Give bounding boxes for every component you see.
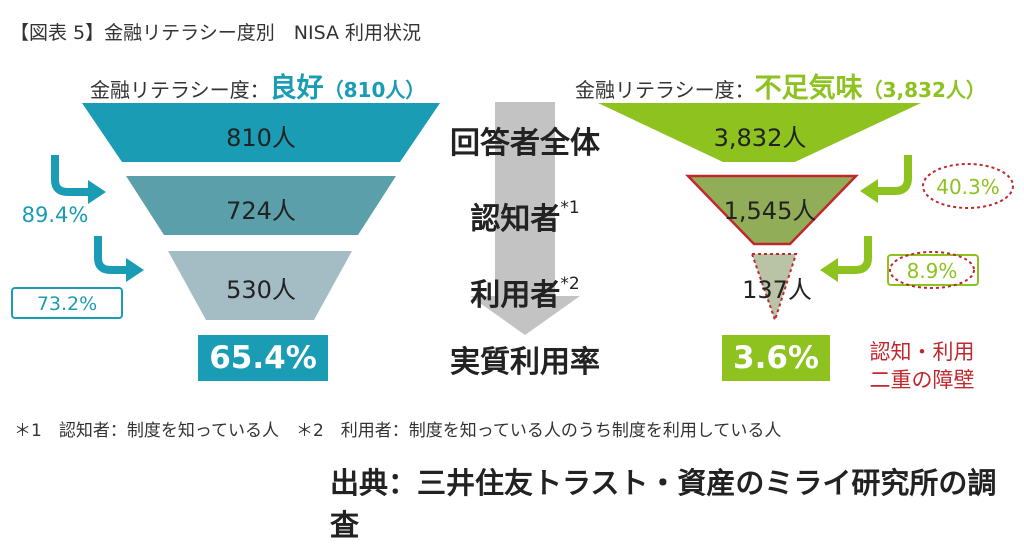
figure-title: 【図表 5】金融リテラシー度別 NISA 利用状況 (10, 22, 422, 44)
right-level-2: 1,545人 (724, 197, 817, 225)
left-level-2: 724人 (226, 197, 296, 225)
center-label-actual-rate: 実質利用率 (450, 345, 600, 380)
right-funnel-tier-1 (598, 103, 921, 162)
center-label-aware-note: *1 (560, 198, 580, 218)
barrier-line-2: 二重の障壁 (869, 368, 975, 392)
right-arrow-2 (834, 236, 872, 274)
left-level-3: 530人 (226, 276, 296, 304)
right-pct2: 8.9% (907, 259, 958, 283)
right-pct2-ellipse (889, 251, 975, 289)
right-arrow-1 (874, 155, 912, 195)
right-actual-rate: 3.6% (722, 335, 830, 381)
source-credit: 出典：三井住友トラスト・資産のミライ研究所の調査 (330, 466, 997, 542)
center-label-aware-text: 認知者 (470, 202, 561, 237)
left-level-1: 810人 (226, 124, 296, 152)
center-label-respondents: 回答者全体 (450, 126, 600, 161)
left-arrow-2-head (126, 258, 144, 282)
left-funnel-tier-2 (126, 176, 396, 235)
left-header: 金融リテラシー度：良好（810人） (90, 66, 425, 105)
left-arrow-1-head (88, 180, 106, 204)
center-label-users: 利用者*2 (430, 270, 620, 314)
left-funnel-tier-3 (168, 251, 352, 320)
center-label-users-text: 利用者 (470, 278, 561, 313)
center-label-users-note: *2 (560, 274, 580, 294)
left-pct2: 73.2% (37, 293, 97, 315)
barrier-note: 認知・利用 二重の障壁 (852, 338, 992, 394)
left-header-prefix: 金融リテラシー度： (90, 78, 270, 102)
right-level-3: 137人 (742, 276, 812, 304)
right-pct1-ellipse (922, 163, 1014, 209)
right-funnel-tier-3 (750, 253, 798, 324)
diagram-graphics: 810人 724人 530人 89.4% 73.2% 3,832人 1,545人… (11, 102, 1014, 335)
right-arrow-2-head (820, 258, 838, 282)
right-header-count: （3,832人） (862, 78, 986, 102)
footnote: ＊1 認知者：制度を知っている人 ＊2 利用者：制度を知っている人のうち制度を利… (14, 421, 782, 441)
right-pct2-box (887, 254, 979, 286)
right-arrow-1-head (860, 179, 878, 203)
right-level-1: 3,832人 (714, 124, 807, 152)
right-header-prefix: 金融リテラシー度： (575, 78, 755, 102)
left-header-label: 良好 (269, 73, 324, 104)
left-arrow-2 (94, 236, 130, 274)
left-pct2-box (11, 287, 123, 319)
right-funnel-tier-2 (685, 174, 859, 246)
left-actual-rate: 65.4% (198, 335, 328, 381)
center-down-arrow (470, 102, 580, 335)
left-pct1: 89.4% (22, 203, 89, 227)
right-header: 金融リテラシー度：不足気味（3,832人） (575, 66, 986, 105)
center-label-aware: 認知者*1 (430, 194, 620, 238)
right-pct1: 40.3% (936, 175, 1000, 199)
left-funnel-tier-1 (82, 103, 440, 162)
left-arrow-1 (51, 155, 92, 196)
barrier-line-1: 認知・利用 (869, 340, 975, 364)
left-header-count: （810人） (323, 78, 426, 102)
right-header-label: 不足気味 (754, 73, 863, 104)
